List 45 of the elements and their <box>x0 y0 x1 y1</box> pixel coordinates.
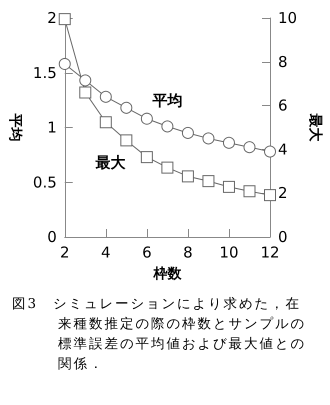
point <box>243 185 256 198</box>
x-tick-label: 12 <box>260 244 280 262</box>
caption: 図3 シミュレーションにより求めた，在来種数推定の際の枠数とサンプルの標準誤差の平均値および最大値との関係． <box>11 295 307 374</box>
x-tick-label: 4 <box>101 244 111 262</box>
point <box>79 86 92 98</box>
x-tick-label: 10 <box>219 244 239 262</box>
point <box>161 120 174 132</box>
y-tick-label: 1.5 <box>32 64 57 82</box>
y-tick-label: 2 <box>47 9 57 27</box>
series-label: 平均 <box>151 91 182 110</box>
y2-tick-label: 8 <box>278 52 288 71</box>
y-axis-title: 平均 <box>7 112 23 142</box>
point <box>264 146 276 158</box>
point <box>79 74 92 86</box>
y2-tick-label: 6 <box>278 96 288 115</box>
point <box>58 58 71 70</box>
x-axis-title: 枠数 <box>152 266 182 282</box>
point <box>222 136 235 149</box>
series-label: 最大 <box>94 153 126 172</box>
point <box>264 189 276 202</box>
y2-tick-label: 0 <box>278 228 288 246</box>
x-tick-label: 2 <box>60 244 70 262</box>
y-tick-label: 0 <box>47 228 57 246</box>
point <box>244 141 256 154</box>
point <box>58 13 71 26</box>
point <box>202 132 214 144</box>
y2-tick-label: 4 <box>278 140 288 158</box>
y-tick-label: 0.5 <box>32 173 57 192</box>
point <box>140 151 153 164</box>
x-tick-label: 6 <box>142 244 152 262</box>
point <box>222 180 235 193</box>
point <box>182 126 194 139</box>
point <box>100 116 112 128</box>
y2-tick-label: 2 <box>278 184 288 202</box>
point <box>140 112 153 125</box>
point <box>120 134 132 146</box>
y2-axis-title: 最大 <box>307 112 323 142</box>
point <box>120 102 132 114</box>
point <box>161 162 174 174</box>
x-tick-label: 8 <box>183 244 193 262</box>
point <box>202 175 214 188</box>
y-tick-label: 1 <box>47 118 57 136</box>
y2-tick-label: 10 <box>278 9 298 27</box>
point <box>182 170 194 182</box>
point <box>100 90 112 103</box>
